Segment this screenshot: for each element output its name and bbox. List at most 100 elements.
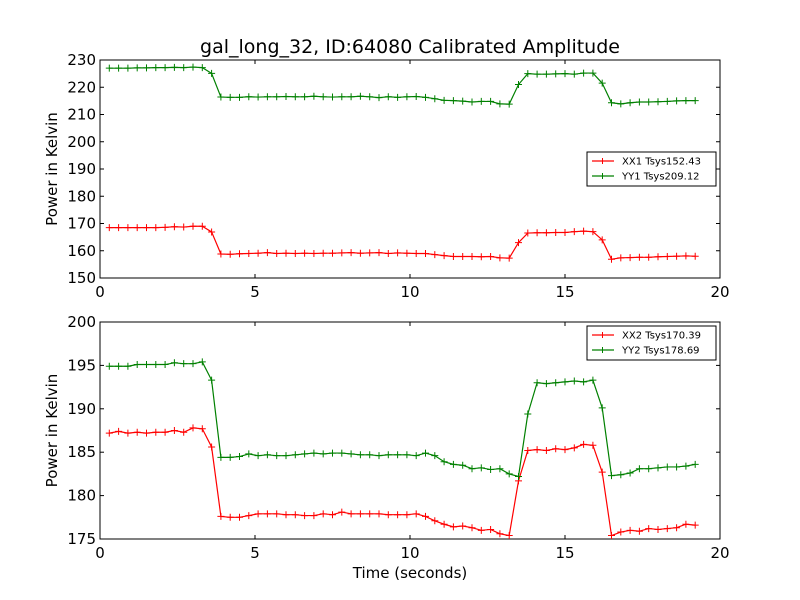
data-point-marker bbox=[161, 428, 169, 436]
data-point-marker bbox=[515, 239, 522, 247]
data-point-marker bbox=[161, 64, 169, 72]
data-point-marker bbox=[459, 252, 467, 260]
data-point-marker bbox=[217, 93, 225, 101]
data-point-marker bbox=[691, 460, 699, 468]
y-tick-label: 180 bbox=[67, 487, 96, 505]
data-point-marker bbox=[561, 446, 569, 454]
data-point-marker bbox=[310, 249, 318, 257]
legend-label: YY1 Tsys209.12 bbox=[621, 172, 700, 183]
data-point-marker bbox=[282, 511, 290, 519]
series-line bbox=[109, 427, 696, 537]
legend-marker bbox=[599, 347, 606, 353]
data-point-marker bbox=[598, 404, 606, 412]
data-point-marker bbox=[459, 461, 467, 469]
data-point-marker bbox=[394, 451, 402, 459]
y-tick-label: 185 bbox=[67, 443, 96, 461]
data-point-marker bbox=[515, 473, 522, 481]
x-tick-label: 15 bbox=[555, 544, 574, 562]
data-point-marker bbox=[375, 94, 383, 102]
data-point-marker bbox=[161, 361, 169, 369]
data-point-marker bbox=[245, 450, 253, 458]
data-point-marker bbox=[143, 429, 150, 437]
data-point-marker bbox=[654, 98, 662, 106]
data-point-marker bbox=[626, 254, 634, 262]
data-point-marker bbox=[291, 249, 299, 257]
data-point-marker bbox=[347, 450, 355, 458]
data-point-marker bbox=[217, 512, 225, 520]
data-point-marker bbox=[412, 249, 420, 257]
data-point-marker bbox=[663, 252, 671, 260]
data-point-marker bbox=[189, 424, 197, 432]
data-point-marker bbox=[133, 224, 141, 232]
data-point-marker bbox=[217, 453, 225, 461]
data-point-marker bbox=[468, 252, 476, 260]
data-point-marker bbox=[468, 98, 476, 106]
bottom-panel: 0 5 10 15 20 175 180 185 190 195 200 Power in Kelvi… bbox=[43, 313, 730, 562]
data-point-marker bbox=[254, 510, 262, 518]
data-point-marker bbox=[152, 361, 160, 369]
chart-title: gal_long_32, ID:64080 Calibrated Amplitu… bbox=[200, 36, 620, 58]
data-point-marker bbox=[524, 229, 532, 237]
data-point-marker bbox=[152, 64, 160, 72]
data-point-marker bbox=[533, 446, 541, 454]
data-point-marker bbox=[170, 223, 178, 231]
data-point-marker bbox=[598, 468, 606, 476]
data-point-marker bbox=[384, 451, 392, 459]
data-point-marker bbox=[254, 93, 262, 101]
data-point-marker bbox=[487, 252, 495, 260]
data-point-marker bbox=[542, 380, 550, 388]
legend-marker bbox=[599, 158, 606, 164]
data-point-marker bbox=[403, 451, 411, 459]
data-point-marker bbox=[542, 229, 550, 237]
data-point-marker bbox=[589, 441, 597, 449]
data-point-marker bbox=[654, 525, 662, 533]
data-point-marker bbox=[663, 97, 671, 105]
data-point-marker bbox=[412, 510, 420, 518]
data-point-marker bbox=[282, 452, 290, 460]
data-point-marker bbox=[115, 362, 123, 370]
data-point-marker bbox=[682, 462, 690, 470]
data-point-marker bbox=[635, 98, 643, 106]
data-point-marker bbox=[487, 525, 495, 533]
data-point-marker bbox=[598, 79, 606, 87]
y-tick-label: 175 bbox=[67, 530, 96, 548]
data-point-marker bbox=[338, 93, 346, 101]
data-point-marker bbox=[226, 513, 234, 521]
data-point-marker bbox=[133, 64, 141, 72]
data-point-marker bbox=[105, 362, 113, 370]
data-point-marker bbox=[682, 97, 690, 105]
data-point-marker bbox=[226, 250, 234, 258]
x-axis-label: Time (seconds) bbox=[352, 564, 468, 582]
data-point-marker bbox=[338, 449, 346, 457]
y-tick-label: 190 bbox=[67, 400, 96, 418]
data-point-marker bbox=[319, 450, 327, 458]
data-point-marker bbox=[170, 359, 178, 367]
data-point-marker bbox=[180, 360, 188, 368]
data-point-marker bbox=[617, 528, 625, 536]
x-tick-label: 20 bbox=[710, 283, 729, 301]
data-point-marker bbox=[198, 358, 206, 366]
data-point-marker bbox=[515, 81, 522, 89]
data-point-marker bbox=[329, 511, 336, 519]
y-tick-label: 180 bbox=[67, 187, 96, 205]
data-point-marker bbox=[124, 64, 132, 72]
data-point-marker bbox=[608, 99, 615, 107]
legend-label: YY2 Tsys178.69 bbox=[621, 346, 700, 357]
y-tick-label: 200 bbox=[67, 133, 96, 151]
data-point-marker bbox=[263, 249, 271, 257]
data-point-marker bbox=[449, 460, 457, 468]
data-point-marker bbox=[663, 463, 671, 471]
data-point-marker bbox=[356, 451, 364, 459]
data-point-marker bbox=[273, 510, 281, 518]
data-point-marker bbox=[384, 511, 392, 519]
data-point-marker bbox=[375, 249, 383, 257]
data-point-marker bbox=[198, 222, 206, 230]
data-point-marker bbox=[310, 449, 318, 457]
data-point-marker bbox=[366, 93, 374, 101]
data-point-marker bbox=[180, 64, 188, 72]
data-point-marker bbox=[673, 524, 681, 532]
data-point-marker bbox=[170, 63, 178, 71]
data-point-marker bbox=[170, 427, 178, 434]
data-point-marker bbox=[580, 440, 588, 448]
data-point-marker bbox=[356, 92, 364, 100]
